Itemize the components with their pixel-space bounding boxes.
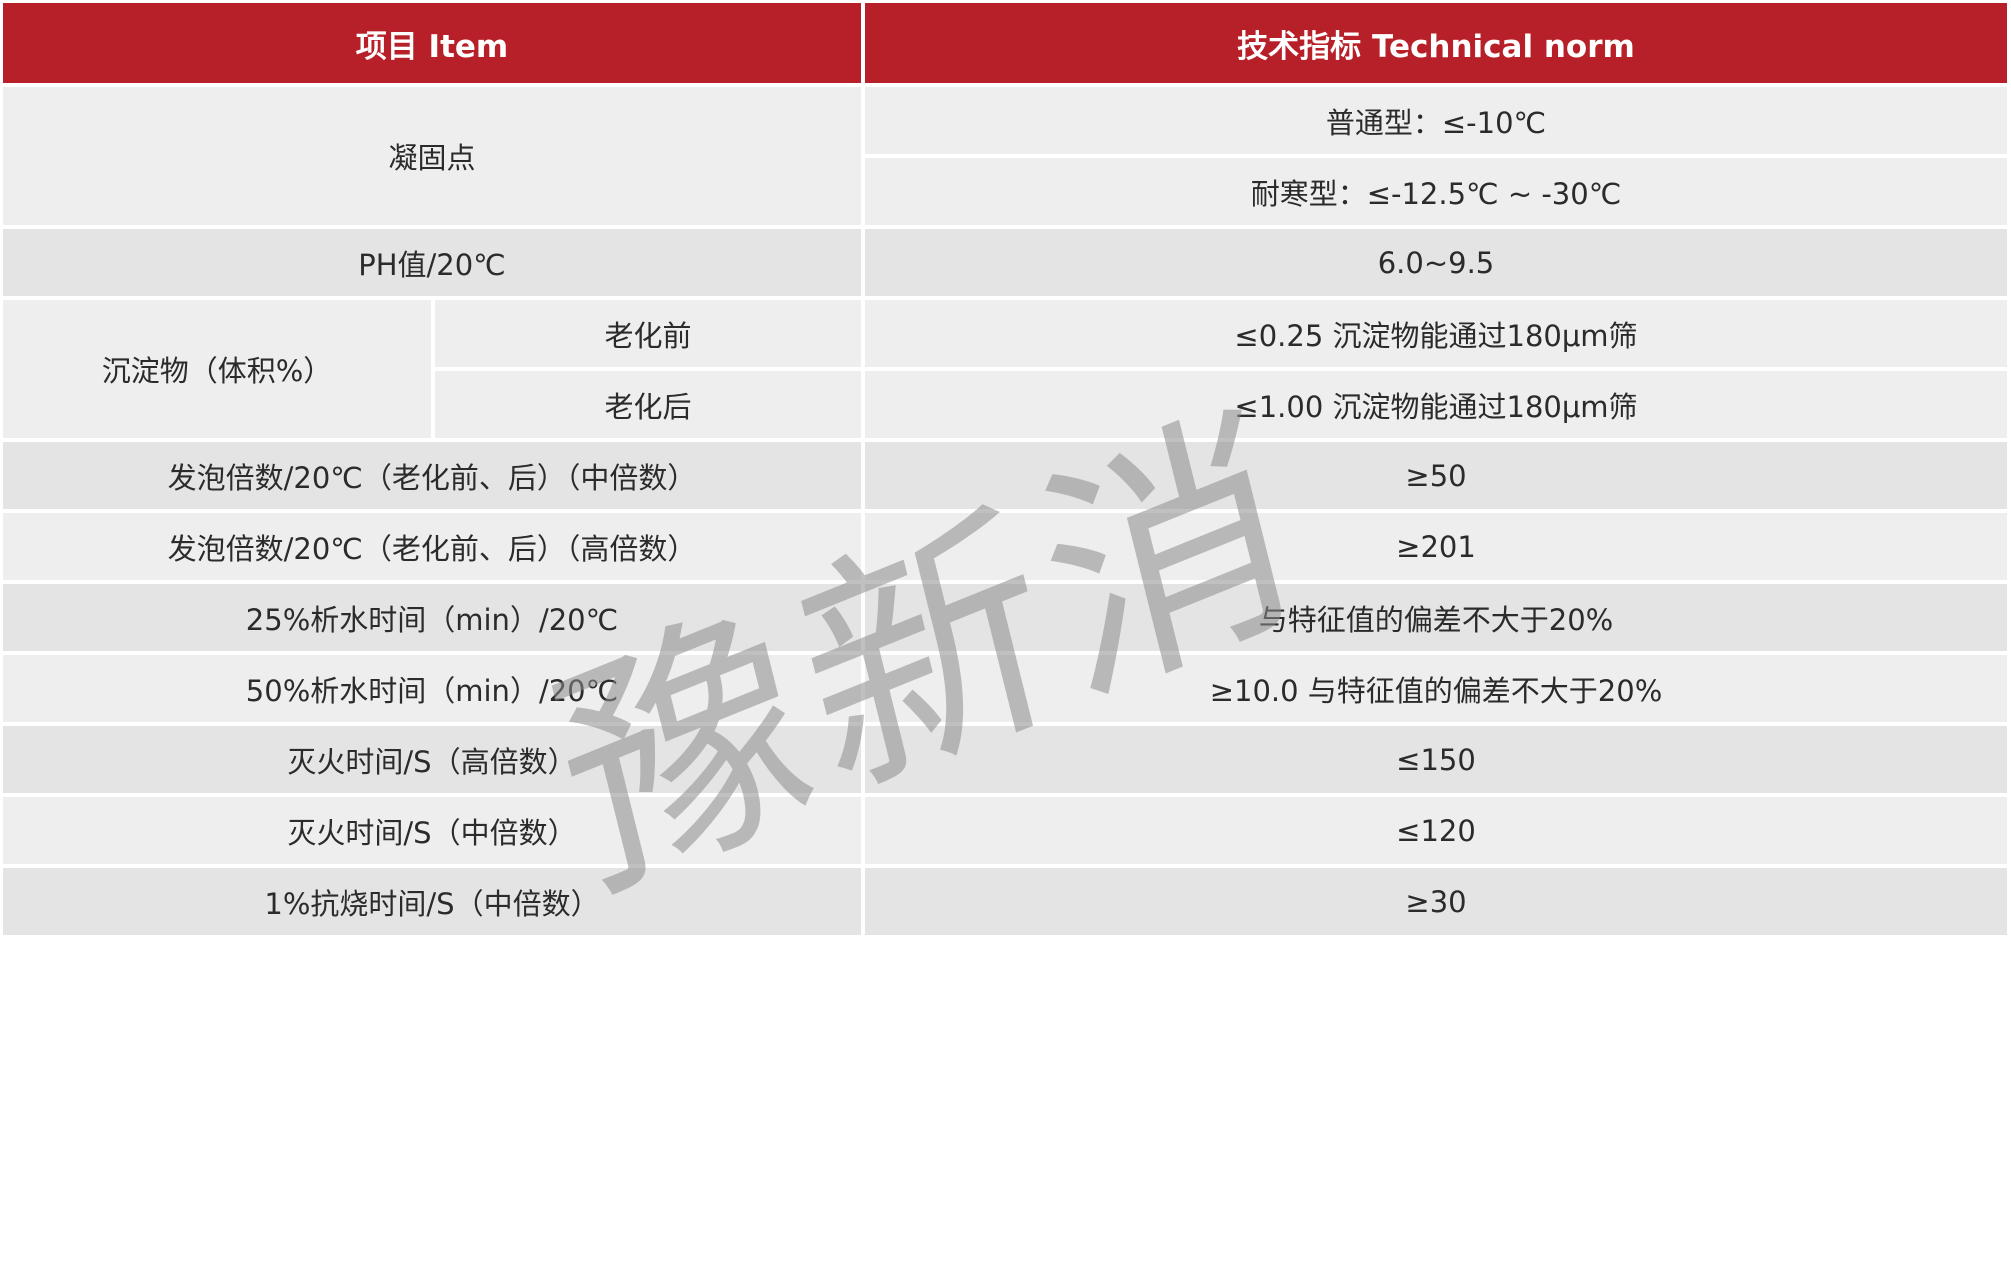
row-label: 发泡倍数/20℃（老化前、后）（中倍数） bbox=[3, 442, 861, 509]
spec-table: 项目 Item 技术指标 Technical norm 凝固点 普通型：≤-10… bbox=[3, 3, 2007, 935]
row-label: 灭火时间/S（高倍数） bbox=[3, 726, 861, 793]
row-label: 50%析水时间（min）/20℃ bbox=[3, 655, 861, 722]
row-value: ≤120 bbox=[865, 797, 2007, 864]
freeze-label: 凝固点 bbox=[3, 87, 861, 225]
row-value: ≥10.0 与特征值的偏差不大于20% bbox=[865, 655, 2007, 722]
row-value: ≥50 bbox=[865, 442, 2007, 509]
freeze-cold: 耐寒型：≤-12.5℃ ~ -30℃ bbox=[865, 158, 2007, 225]
sediment-before-value: ≤0.25 沉淀物能通过180μm筛 bbox=[865, 300, 2007, 367]
row-value: ≤150 bbox=[865, 726, 2007, 793]
row-value: ≥201 bbox=[865, 513, 2007, 580]
row-label: 发泡倍数/20℃（老化前、后）（高倍数） bbox=[3, 513, 861, 580]
sediment-label: 沉淀物（体积%） bbox=[3, 300, 431, 438]
freeze-normal: 普通型：≤-10℃ bbox=[865, 87, 2007, 154]
header-norm: 技术指标 Technical norm bbox=[865, 3, 2007, 83]
row-value: 与特征值的偏差不大于20% bbox=[865, 584, 2007, 651]
row-label: 1%抗烧时间/S（中倍数） bbox=[3, 868, 861, 935]
row-value: ≥30 bbox=[865, 868, 2007, 935]
row-label: 25%析水时间（min）/20℃ bbox=[3, 584, 861, 651]
header-item: 项目 Item bbox=[3, 3, 861, 83]
sediment-before-label: 老化前 bbox=[435, 300, 861, 367]
ph-label: PH值/20℃ bbox=[3, 229, 861, 296]
ph-value: 6.0~9.5 bbox=[865, 229, 2007, 296]
sediment-after-value: ≤1.00 沉淀物能通过180μm筛 bbox=[865, 371, 2007, 438]
row-label: 灭火时间/S（中倍数） bbox=[3, 797, 861, 864]
sediment-after-label: 老化后 bbox=[435, 371, 861, 438]
